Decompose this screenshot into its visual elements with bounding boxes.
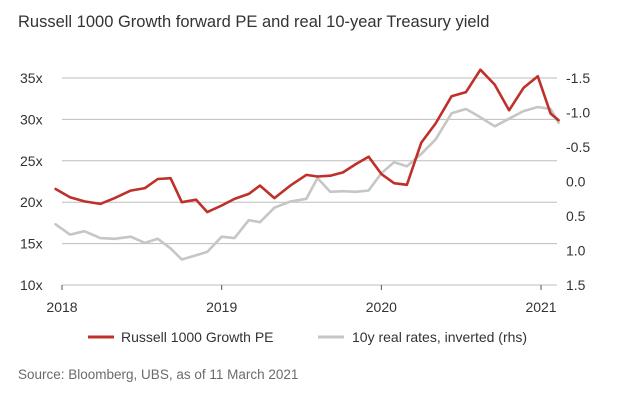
left-tick-label: 15x bbox=[20, 236, 43, 252]
left-tick-label: 35x bbox=[20, 70, 43, 86]
right-tick-label: 1.0 bbox=[566, 243, 586, 259]
legend: Russell 1000 Growth PE 10y real rates, i… bbox=[88, 329, 527, 345]
x-tick-label: 2018 bbox=[46, 299, 77, 315]
x-axis: 2018 2019 2020 2021 bbox=[46, 285, 557, 315]
x-tick-label: 2019 bbox=[206, 299, 237, 315]
left-tick-label: 25x bbox=[20, 153, 43, 169]
left-tick-label: 20x bbox=[20, 194, 43, 210]
legend-label-real-rates: 10y real rates, inverted (rhs) bbox=[352, 329, 527, 345]
right-axis: -1.5 -1.0 -0.5 0.0 0.5 1.0 1.5 bbox=[566, 70, 590, 293]
source-note: Source: Bloomberg, UBS, as of 11 March 2… bbox=[18, 367, 298, 382]
right-tick-label: -1.5 bbox=[566, 70, 590, 86]
right-tick-label: -0.5 bbox=[566, 139, 590, 155]
series-line-real-rates bbox=[54, 105, 560, 261]
series-line-russell bbox=[54, 68, 560, 214]
x-tick-label: 2020 bbox=[366, 299, 397, 315]
right-tick-label: -1.0 bbox=[566, 105, 590, 121]
right-tick-label: 1.5 bbox=[566, 277, 586, 293]
right-tick-label: 0.0 bbox=[566, 174, 586, 190]
gridlines bbox=[62, 77, 557, 286]
right-tick-label: 0.5 bbox=[566, 208, 586, 224]
left-axis: 10x 15x 20x 25x 30x 35x bbox=[20, 70, 43, 293]
left-tick-label: 30x bbox=[20, 111, 43, 127]
series-lines bbox=[54, 68, 560, 261]
chart-title: Russell 1000 Growth forward PE and real … bbox=[18, 13, 489, 31]
legend-label-russell: Russell 1000 Growth PE bbox=[121, 329, 274, 345]
left-tick-label: 10x bbox=[20, 277, 43, 293]
x-tick-label: 2021 bbox=[525, 299, 556, 315]
